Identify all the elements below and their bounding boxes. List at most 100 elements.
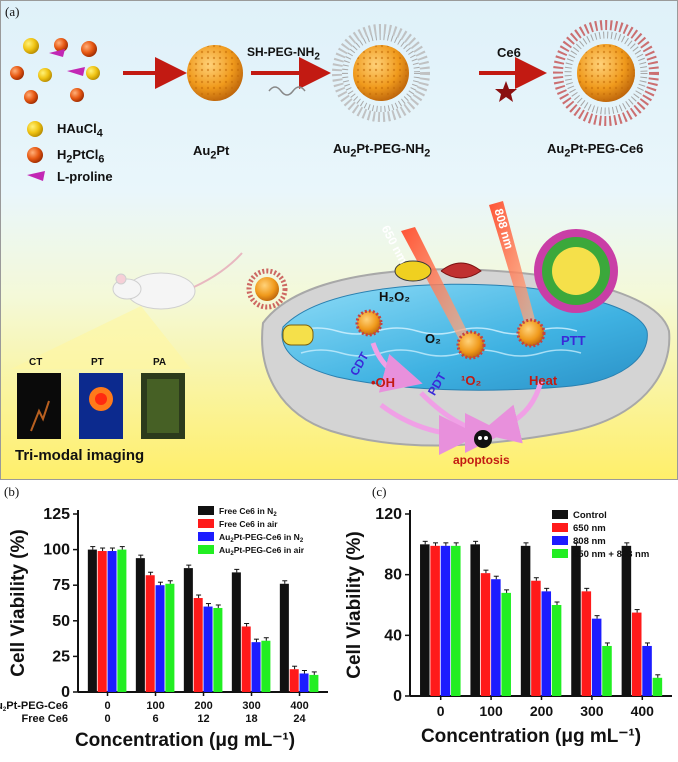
ptt-arrow [479,380,544,444]
peg-chain-icon [268,86,306,96]
bar [97,551,107,692]
y-tick-label: 50 [52,613,70,630]
bar [279,583,289,692]
legend-label: Au2Pt-PEG-Ce6 in N2 [219,532,304,544]
x-tick-label: 200 [194,700,212,712]
injected-nanoparticle-icon [246,268,288,310]
legend-label: 650 nm [573,523,606,534]
bar [551,605,562,696]
proline-icon [27,171,45,181]
hydroxyl-label: •OH [371,375,396,390]
imaging-beam [11,306,191,369]
panel-c-label: (c) [372,484,387,499]
bar [451,545,461,696]
bar [430,545,440,696]
bar [241,626,251,692]
imaging-caption: Tri-modal imaging [15,447,145,464]
y-axis-title: Cell Viability (%) [344,531,365,678]
bar [631,612,642,696]
label-sh-peg-nh2: SH-PEG-NH2 [247,45,320,63]
bar [107,551,117,692]
bar [420,544,430,696]
y-tick-label: 125 [43,506,70,523]
y-tick-label: 80 [384,567,402,584]
y-axis-title: Cell Viability (%) [8,529,29,676]
legend-swatch [198,506,214,515]
label-ce6: Ce6 [497,45,521,60]
y-tick-label: 40 [384,627,402,644]
ct-skeleton-icon [30,400,50,432]
legend-label: 650 nm + 808 nm [573,549,649,560]
laser-650-beam [401,227,471,343]
legend-h2ptcl6: H2PtCl6 [57,147,105,166]
pa-texture-icon [147,379,179,433]
y-tick-label: 25 [52,648,70,665]
panel-c-chart: (c) 0 40 80 120 Cell Viability (%) 0 100 200 300… [342,484,678,757]
bar [183,568,193,692]
ce6-star-icon [495,81,517,102]
x-tick-label: 0 [437,703,445,719]
x-tick-label-secondary: 18 [245,713,257,725]
bar [299,673,309,692]
bar [165,583,175,692]
row-label-free-ce6: Free Ce6 [22,713,68,725]
chart-c-svg: 0 40 80 120 Cell Viability (%) 0 100 200 300 400 C… [344,506,672,747]
y-tick-label: 0 [61,684,70,701]
legend-label: Free Ce6 in air [219,519,278,529]
bar [155,585,165,692]
x-axis-title: Concentration (μg mL⁻¹) [75,730,295,751]
label-au2pt: Au2Pt [193,143,230,162]
bar [145,575,155,692]
panel-a-label: (a) [5,4,20,19]
oh-arrow [379,402,479,455]
bar [520,545,531,696]
organelle-red [440,262,482,279]
y-tick-label: 120 [375,506,402,523]
o2-label: O₂ [425,331,441,346]
pt-core-icon [95,393,107,405]
bar [531,580,541,696]
bar [309,674,319,692]
legend-swatch [198,519,214,528]
y-tick-label: 75 [52,577,70,594]
tile-label-pt: PT [91,357,104,368]
legend-swatch [552,549,568,558]
x-tick-label-secondary: 0 [104,713,110,725]
x-tick-label: 200 [530,703,554,719]
panel-b-chart: (b) 0 25 50 75 100 125 Cell Viability (%) 0 0 100… [0,484,340,757]
y-tick-label: 0 [393,688,402,705]
heat-label: Heat [529,373,558,388]
x-tick-label-secondary: 6 [152,713,158,725]
legend-label: Control [573,510,607,521]
tile-label-pa: PA [153,357,167,368]
bar [642,645,652,696]
imaging-tile-ct [17,373,61,439]
bar [621,545,632,696]
x-tick-label: 100 [146,700,164,712]
legend-swatch [552,523,568,532]
cell-nucleus-icon [534,229,618,313]
laser-808-beam [489,201,537,331]
bar [541,591,552,696]
x-tick-label: 400 [290,700,308,712]
peg-nanoparticle-icon [332,24,430,122]
cdt-arrow [370,342,423,393]
x-tick-label-secondary: 24 [293,713,306,725]
legend-swatch [552,536,568,545]
apoptosis-label: apoptosis [453,453,510,467]
bar [87,549,97,692]
bar [251,642,261,692]
bar [440,545,451,696]
bar [231,572,241,692]
x-tick-label-secondary: 12 [197,713,209,725]
legend-label: 808 nm [573,536,606,547]
x-tick-label: 100 [479,703,503,719]
bar [135,558,145,692]
panel-b-label: (b) [4,484,20,499]
bar [213,607,223,692]
x-tick-label: 300 [242,700,260,712]
gold-precursor-icon [27,121,43,137]
ptt-label: PTT [561,333,586,348]
bar [652,677,663,696]
